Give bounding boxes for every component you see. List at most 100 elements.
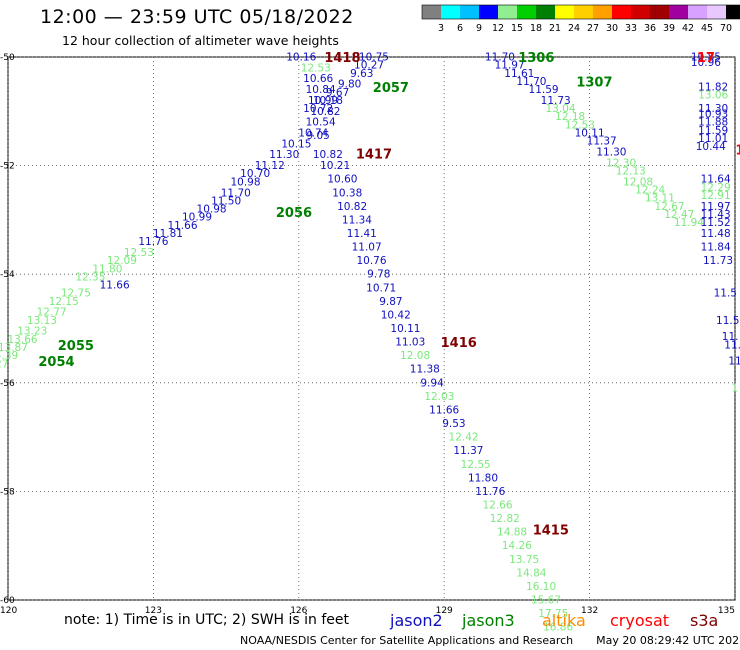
wave-height-point: 11.50 bbox=[211, 195, 241, 207]
colorbar-swatch bbox=[441, 5, 460, 19]
wave-height-point: 12.91 bbox=[701, 190, 731, 202]
wave-height-point: 12.24 bbox=[635, 185, 665, 197]
wave-height-point: 12.42 bbox=[449, 432, 479, 444]
track-label: 1417 bbox=[356, 148, 392, 163]
colorbar-label: 42 bbox=[682, 23, 694, 34]
wave-height-point: 13.23 bbox=[17, 326, 47, 338]
colorbar-label: 45 bbox=[701, 23, 713, 34]
wave-height-point: 10.54 bbox=[306, 117, 336, 129]
wave-height-point: 16.86 bbox=[543, 622, 573, 634]
wave-height-point: 11.59 bbox=[529, 84, 559, 96]
wave-height-point: 9.05 bbox=[306, 130, 329, 142]
colorbar-label: 6 bbox=[457, 23, 463, 34]
wave-height-point: 14.27 bbox=[0, 358, 8, 370]
wave-height-point: 10.98 bbox=[197, 204, 227, 216]
wave-height-point: 10.84 bbox=[306, 84, 336, 96]
wave-height-point: 9.80 bbox=[338, 79, 361, 91]
colorbar-label: 39 bbox=[663, 23, 675, 34]
wave-height-point: 10.15 bbox=[281, 138, 311, 150]
wave-height-point: 9.53 bbox=[442, 418, 465, 430]
wave-height-point: 12.66 bbox=[482, 499, 512, 511]
colorbar-swatch bbox=[612, 5, 631, 19]
colorbar-label: 9 bbox=[476, 23, 482, 34]
wave-height-point: 12.08 bbox=[400, 350, 430, 362]
colorbar-label: 15 bbox=[511, 23, 523, 34]
wave-height-point: 13.13 bbox=[27, 315, 57, 327]
wave-height-point: 12.53 bbox=[565, 119, 595, 131]
wave-height-point: 11.52 bbox=[701, 217, 731, 229]
colorbar-label: 18 bbox=[530, 23, 542, 34]
colorbar-swatch bbox=[669, 5, 688, 19]
wave-height-point: 10.82 bbox=[313, 149, 343, 161]
colorbar-swatch bbox=[574, 5, 593, 19]
wave-height-point: 14.84 bbox=[516, 567, 546, 579]
wave-height-point: 10.60 bbox=[327, 174, 357, 186]
wave-height-point: 13.66 bbox=[8, 334, 38, 346]
wave-height-point: 10.82 bbox=[310, 106, 340, 118]
wave-height-point: 10.82 bbox=[337, 201, 367, 213]
wave-height-point: 10.76 bbox=[356, 255, 386, 267]
track-label: 1307 bbox=[576, 75, 612, 90]
wave-height-point: 10.18 bbox=[313, 95, 343, 107]
wave-height-point: 13.04 bbox=[545, 103, 575, 115]
wave-height-point: 13.06 bbox=[698, 90, 728, 102]
colorbar-swatch bbox=[498, 5, 517, 19]
wave-height-point: 11.76 bbox=[138, 236, 168, 248]
wave-height-point: 11.66 bbox=[100, 280, 130, 292]
colorbar-label: 3 bbox=[438, 23, 444, 34]
footnote: note: 1) Time is in UTC; 2) SWH is in fe… bbox=[64, 612, 350, 628]
legend-jason2: jason2 bbox=[389, 611, 443, 630]
wave-height-point: 12.08 bbox=[623, 176, 653, 188]
wave-height-point: 11.73 bbox=[703, 255, 733, 267]
grid-lines bbox=[7, 56, 736, 601]
wave-height-point: 11.88 bbox=[698, 117, 728, 129]
wave-height-point: 15.67 bbox=[531, 595, 561, 607]
colorbar-label: 27 bbox=[587, 23, 599, 34]
wave-height-point: 10.99 bbox=[182, 212, 212, 224]
y-tick-label: -54 bbox=[0, 270, 15, 280]
wave-height-point: 14.26 bbox=[502, 540, 532, 552]
wave-height-point: 11.70 bbox=[485, 52, 515, 64]
wave-height-point: 11.41 bbox=[347, 228, 377, 240]
track-label: 2057 bbox=[373, 81, 409, 96]
wave-height-point: 10.99 bbox=[308, 95, 338, 107]
wave-height-point: 11.48 bbox=[701, 228, 731, 240]
wave-height-point: 11.80 bbox=[92, 263, 122, 275]
x-tick-label: 129 bbox=[436, 606, 453, 616]
footer-credit: NOAA/NESDIS Center for Satellite Applica… bbox=[240, 634, 740, 647]
wave-height-point: 12.30 bbox=[606, 157, 636, 169]
wave-height-point: 10.70 bbox=[240, 168, 270, 180]
y-tick-label: -58 bbox=[0, 487, 15, 497]
wave-height-point: 11.37 bbox=[453, 445, 483, 457]
credit-text: NOAA/NESDIS Center for Satellite Applica… bbox=[240, 634, 574, 647]
wave-height-point: 11 bbox=[728, 356, 740, 368]
wave-height-point: 12.55 bbox=[461, 459, 491, 471]
x-tick-label: 135 bbox=[718, 606, 735, 616]
colorbar-label: 70 bbox=[720, 23, 732, 34]
wave-height-point: 12.09 bbox=[107, 255, 137, 267]
legend-altika: altika bbox=[542, 611, 586, 630]
colorbar-label: 21 bbox=[549, 23, 561, 34]
wave-height-point: 10.74 bbox=[298, 128, 328, 140]
wave-height-point: 12.13 bbox=[616, 166, 646, 178]
wave-height-point: 1 bbox=[732, 383, 739, 395]
wave-height-point: 11.97 bbox=[495, 60, 525, 72]
track-label: 17 bbox=[697, 51, 715, 66]
colorbar-label: 12 bbox=[492, 23, 504, 34]
wave-height-point: 10.38 bbox=[332, 187, 362, 199]
colorbar-swatch bbox=[593, 5, 612, 19]
wave-height-point: 11.70 bbox=[221, 187, 251, 199]
colorbar-swatch bbox=[422, 5, 441, 19]
x-tick-label: 123 bbox=[145, 606, 162, 616]
wave-height-point: 13.11 bbox=[645, 193, 675, 205]
colorbar-swatch bbox=[536, 5, 555, 19]
x-tick-label: 126 bbox=[290, 606, 307, 616]
wave-height-point: 11.94 bbox=[674, 217, 704, 229]
track-label: 1415 bbox=[533, 523, 569, 538]
wave-height-point: 10.44 bbox=[696, 141, 726, 153]
x-tick-label: 132 bbox=[581, 606, 598, 616]
wave-height-point: 11.59 bbox=[698, 125, 728, 137]
